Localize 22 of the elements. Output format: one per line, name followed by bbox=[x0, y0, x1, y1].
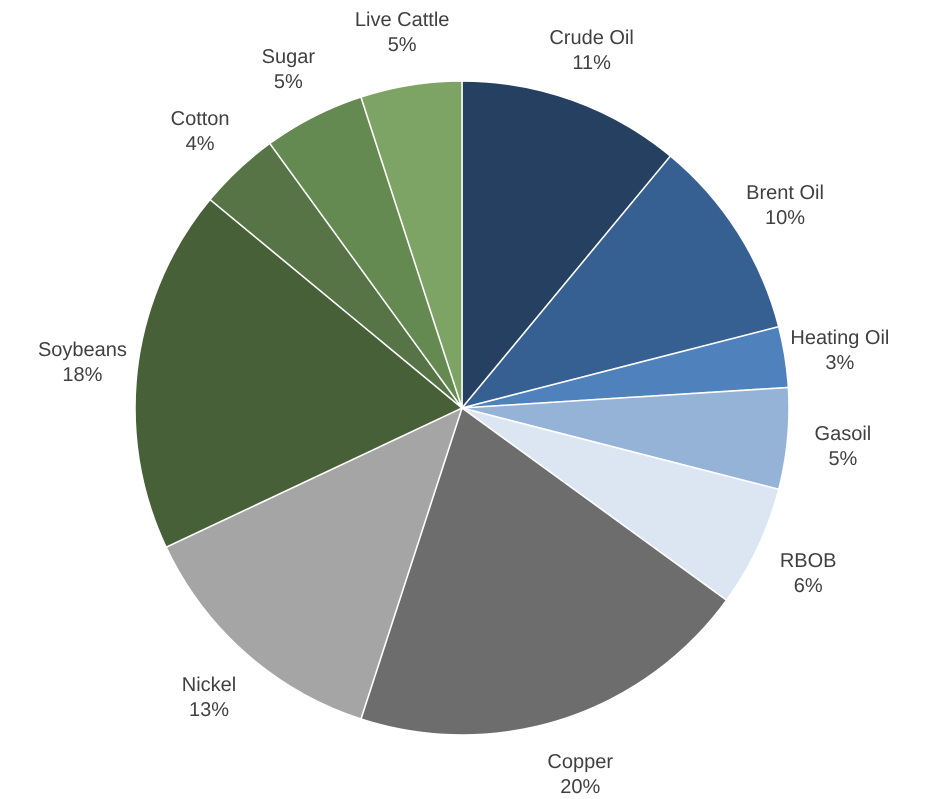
slice-label: Live Cattle bbox=[354, 9, 450, 32]
slice-label: Brent Oil bbox=[746, 182, 824, 204]
slice-label: Soybeans bbox=[38, 339, 127, 362]
data-label: 20% bbox=[560, 776, 600, 798]
slice-label: Heating Oil bbox=[790, 327, 890, 350]
data-label: 5% bbox=[274, 71, 303, 94]
data-label: 6% bbox=[794, 574, 823, 597]
data-label: 11% bbox=[572, 52, 612, 74]
slice-label: Gasoil bbox=[814, 423, 872, 446]
slice-label: RBOB bbox=[780, 550, 837, 572]
slice-label: Nickel bbox=[182, 674, 236, 696]
data-label: 18% bbox=[62, 364, 103, 386]
data-label: 10% bbox=[765, 207, 806, 229]
slice-label: Copper bbox=[547, 750, 614, 773]
data-label: 13% bbox=[188, 698, 230, 721]
data-label: 5% bbox=[828, 448, 858, 470]
slice-label: Crude Oil bbox=[549, 27, 634, 50]
data-label: 5% bbox=[388, 34, 417, 56]
slice-label: Cotton bbox=[170, 108, 230, 130]
slice-label: Sugar bbox=[262, 46, 316, 68]
data-label: 4% bbox=[186, 133, 215, 156]
data-label: 3% bbox=[825, 352, 855, 374]
